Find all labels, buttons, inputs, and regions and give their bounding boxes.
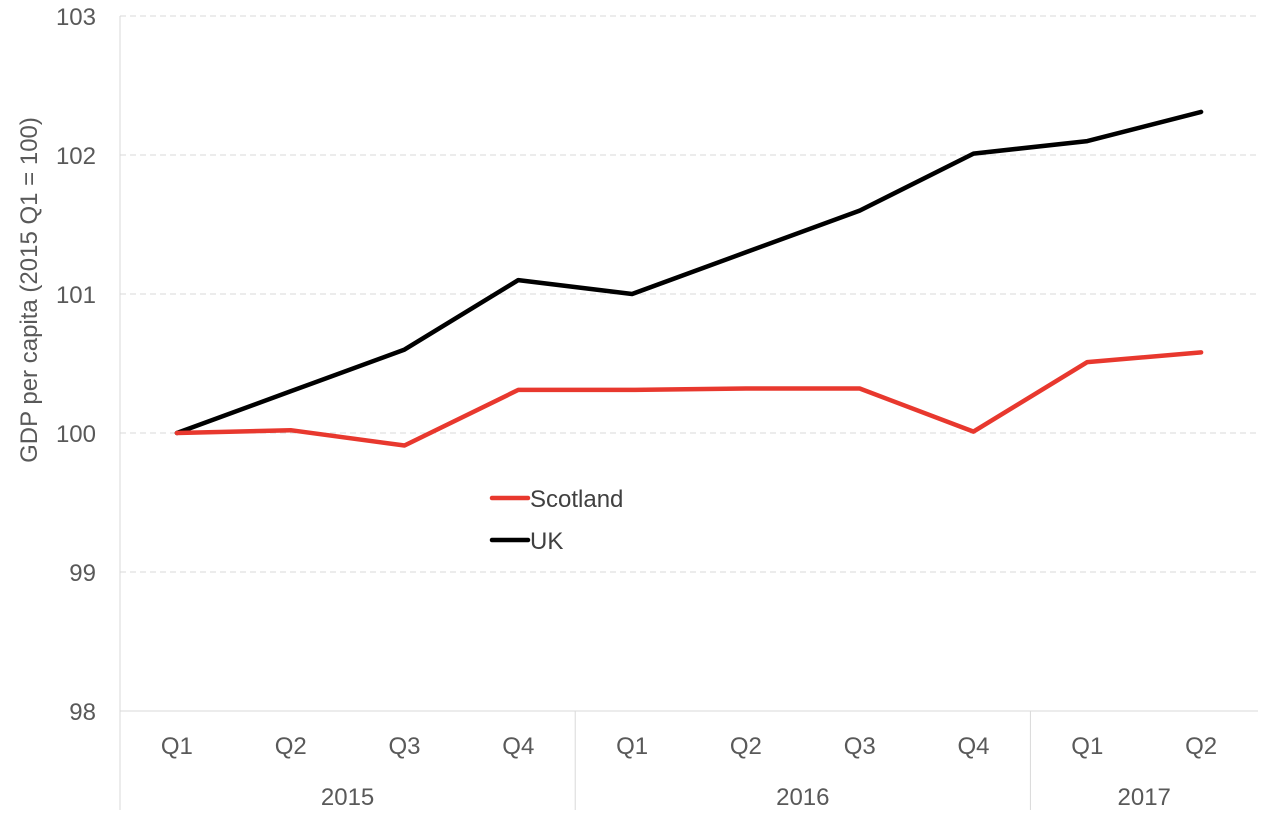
x-tick-label: Q3 bbox=[388, 733, 420, 760]
x-tick-label: Q2 bbox=[275, 733, 307, 760]
x-tick-label: Q3 bbox=[844, 733, 876, 760]
x-group-label: 2016 bbox=[776, 784, 829, 811]
legend-label-scotland: Scotland bbox=[530, 486, 623, 513]
y-tick-label: 98 bbox=[69, 699, 96, 726]
y-tick-label: 103 bbox=[56, 4, 96, 31]
series-line-scotland bbox=[174, 350, 1204, 448]
x-tick-label: Q1 bbox=[616, 733, 648, 760]
legend: Scotland UK bbox=[489, 486, 623, 555]
x-tick-label: Q2 bbox=[1185, 733, 1217, 760]
x-group-label: 2015 bbox=[321, 784, 374, 811]
y-tick-label: 100 bbox=[56, 421, 96, 448]
x-tick-label: Q4 bbox=[957, 733, 989, 760]
x-tick-label: Q4 bbox=[502, 733, 534, 760]
y-axis-title: GDP per capita (2015 Q1 = 100) bbox=[16, 117, 43, 463]
x-tick-labels: Q1 Q2 Q3 Q4 Q1 Q2 Q3 Q4 Q1 Q2 2015 2016 2017 bbox=[161, 733, 1217, 811]
x-tick-label: Q2 bbox=[730, 733, 762, 760]
x-group-label: 2017 bbox=[1118, 784, 1171, 811]
y-tick-label: 99 bbox=[69, 560, 96, 587]
y-tick-label: 101 bbox=[56, 282, 96, 309]
x-tick-label: Q1 bbox=[1071, 733, 1103, 760]
y-tick-label: 102 bbox=[56, 143, 96, 170]
gridlines bbox=[120, 15, 1258, 573]
legend-label-uk: UK bbox=[530, 528, 563, 555]
series-lines bbox=[174, 109, 1204, 448]
x-tick-label: Q1 bbox=[161, 733, 193, 760]
series-line-uk bbox=[174, 109, 1204, 436]
y-tick-labels: 98 99 100 101 102 103 bbox=[56, 4, 96, 726]
axes bbox=[119, 16, 1258, 810]
